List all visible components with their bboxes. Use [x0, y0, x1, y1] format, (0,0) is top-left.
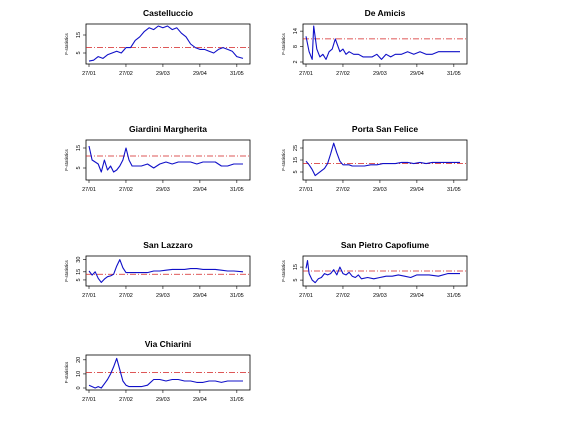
x-tick-label: 29/04: [193, 187, 207, 193]
panel-title: San Lazzaro: [143, 240, 193, 250]
y-axis-label: F-statistics: [64, 361, 69, 383]
panel-title: Porta San Felice: [352, 124, 418, 134]
panel-san-pietro-capofiume: San Pietro Capofiume F-statistics 5 15 27/01…: [281, 240, 468, 299]
x-tick-label: 27/01: [82, 293, 96, 299]
plot-frame: [302, 139, 468, 181]
x-tick-label: 31/05: [447, 293, 461, 299]
x-tick-label: 29/04: [410, 71, 424, 77]
x-tick-label: 27/02: [119, 71, 133, 77]
y-axis-label: F-statistics: [281, 33, 286, 55]
x-tick-label: 27/02: [119, 187, 133, 193]
x-tick-label: 29/03: [373, 71, 387, 77]
series-line: [88, 25, 244, 62]
x-tick-label: 27/02: [336, 71, 350, 77]
x-tick-label: 31/05: [230, 397, 244, 403]
panel-via-chiarini: Via Chiarini F-statistics 0 10 20 27/01 27/02 2…: [64, 339, 251, 403]
x-tick-label: 27/01: [299, 71, 313, 77]
x-tick-label: 31/05: [447, 187, 461, 193]
panel-de-amicis: De Amicis F-statistics 2 8 14 27/01 27/02 29/03…: [281, 8, 468, 77]
x-tick-label: 31/05: [230, 293, 244, 299]
x-tick-label: 31/05: [447, 71, 461, 77]
y-axis-label: F-statistics: [64, 260, 69, 282]
y-tick-label: 10: [76, 371, 82, 377]
x-tick-label: 27/02: [336, 293, 350, 299]
x-tick-label: 29/03: [373, 187, 387, 193]
y-tick-label: 8: [293, 45, 299, 48]
plot-frame: [85, 23, 251, 65]
y-tick-label: 15: [76, 145, 82, 151]
plot-frame: [302, 23, 468, 65]
y-axis-label: F-statistics: [281, 149, 286, 171]
x-tick-label: 27/01: [82, 187, 96, 193]
series-line: [88, 357, 243, 389]
y-tick-label: 20: [76, 357, 82, 363]
series-line: [305, 25, 460, 60]
x-tick-label: 27/01: [82, 71, 96, 77]
x-tick-label: 31/05: [230, 71, 244, 77]
x-tick-label: 29/03: [156, 71, 170, 77]
y-axis-label: F-statistics: [64, 33, 69, 55]
x-tick-label: 27/01: [82, 397, 96, 403]
x-tick-label: 29/03: [156, 293, 170, 299]
panel-title: San Pietro Capofiume: [341, 240, 430, 250]
x-tick-label: 29/04: [410, 187, 424, 193]
y-axis-label: F-statistics: [64, 149, 69, 171]
y-tick-label: 14: [293, 28, 299, 34]
panel-giardini-margherita: Giardini Margherita F-statistics 5 15 27/01 2…: [64, 124, 251, 193]
y-tick-label: 25: [293, 145, 299, 151]
x-tick-label: 29/04: [193, 293, 207, 299]
plot-frame: [85, 255, 251, 287]
y-tick-label: 2: [293, 60, 299, 63]
y-tick-label: 5: [293, 279, 299, 282]
y-tick-label: 5: [76, 166, 82, 169]
y-tick-label: 15: [293, 157, 299, 163]
y-tick-label: 30: [76, 257, 82, 263]
y-tick-label: 15: [76, 269, 82, 275]
y-tick-label: 15: [293, 264, 299, 270]
x-tick-label: 29/04: [193, 71, 207, 77]
series-line: [305, 142, 460, 177]
x-tick-label: 27/02: [336, 187, 350, 193]
panel-title: Giardini Margherita: [129, 124, 207, 134]
x-tick-label: 29/03: [156, 397, 170, 403]
y-tick-label: 5: [76, 278, 82, 281]
x-tick-label: 29/04: [410, 293, 424, 299]
panel-porta-san-felice: Porta San Felice F-statistics 5 15 25 27/01 27…: [281, 124, 468, 193]
x-tick-label: 29/03: [373, 293, 387, 299]
y-axis-label: F-statistics: [281, 260, 286, 282]
panel-title: Castelluccio: [143, 8, 193, 18]
y-tick-label: 5: [293, 170, 299, 173]
plot-frame: [85, 139, 251, 181]
series-line: [88, 145, 243, 173]
x-tick-label: 27/02: [119, 397, 133, 403]
panel-san-lazzaro: San Lazzaro F-statistics 5 15 30 27/01 27/02 29…: [64, 240, 251, 299]
x-tick-label: 29/03: [156, 187, 170, 193]
panel-castelluccio: Castelluccio F-statistics 5 15 27/01 27/02 29/…: [64, 8, 251, 77]
series-line: [88, 259, 244, 283]
x-tick-label: 27/01: [299, 293, 313, 299]
x-tick-label: 27/02: [119, 293, 133, 299]
x-tick-label: 31/05: [230, 187, 244, 193]
panel-title: Via Chiarini: [145, 339, 192, 349]
series-line: [305, 260, 460, 284]
panel-title: De Amicis: [365, 8, 406, 18]
x-tick-label: 29/04: [193, 397, 207, 403]
y-tick-label: 15: [76, 32, 82, 38]
x-tick-label: 27/01: [299, 187, 313, 193]
y-tick-label: 5: [76, 51, 82, 54]
y-tick-label: 0: [76, 386, 82, 389]
